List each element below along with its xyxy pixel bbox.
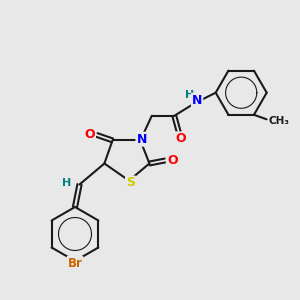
Text: O: O (175, 132, 186, 146)
Text: N: N (136, 133, 147, 146)
Text: H: H (62, 178, 71, 188)
Text: CH₃: CH₃ (269, 116, 290, 126)
Text: O: O (84, 128, 95, 141)
Text: O: O (167, 154, 178, 167)
Text: Br: Br (68, 257, 82, 270)
Text: H: H (185, 90, 194, 100)
Text: S: S (126, 176, 135, 190)
Text: N: N (192, 94, 202, 107)
